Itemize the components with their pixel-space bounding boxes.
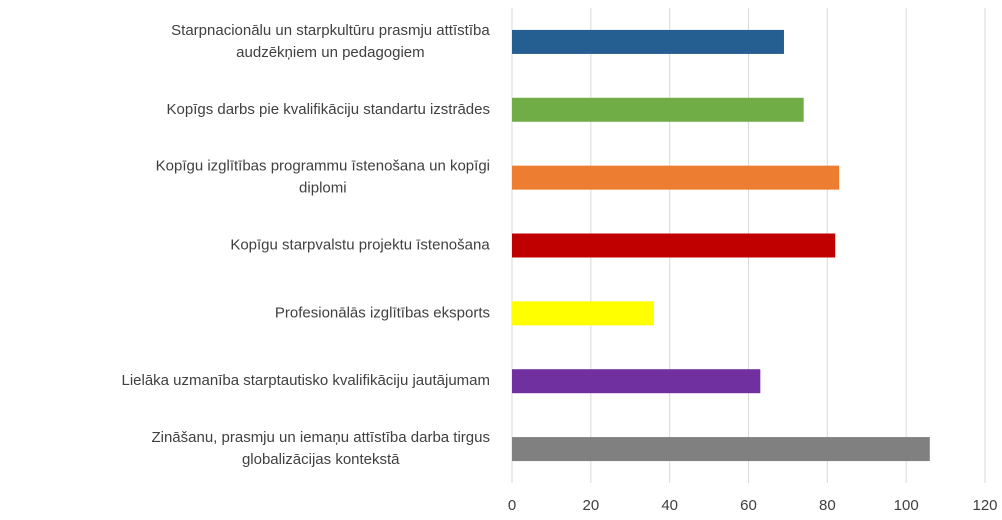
y-tick-label: audzēkņiem un pedagogiem [236,44,424,61]
y-tick-label: Lielāka uzmanība starptautisko kvalifikā… [121,372,490,389]
bar [512,369,761,394]
x-tick-label: 120 [972,497,997,514]
x-tick-label: 40 [661,497,678,514]
y-tick-label: diplomi [299,180,347,197]
y-tick-label: Kopīgs darbs pie kvalifikāciju standartu… [167,101,491,118]
x-tick-label: 100 [894,497,919,514]
y-tick-label: Starpnacionālu un starpkultūru prasmju a… [171,22,490,39]
y-tick-label: globalizācijas kontekstā [242,451,400,468]
y-tick-label: Kopīgu izglītības programmu īstenošana u… [156,158,490,175]
bar [512,301,654,326]
x-tick-label: 0 [508,497,516,514]
bar [512,165,840,190]
y-tick-label: Profesionālās izglītības eksports [275,304,490,321]
x-tick-label: 20 [582,497,599,514]
x-tick-label: 60 [740,497,757,514]
y-tick-label: Kopīgu starpvalstu projektu īstenošana [230,236,490,253]
y-tick-label: Zināšanu, prasmju un iemaņu attīstība da… [151,429,490,446]
x-tick-label: 80 [819,497,836,514]
bar [512,97,804,122]
bar [512,29,784,54]
bar [512,233,836,258]
bar [512,437,930,462]
